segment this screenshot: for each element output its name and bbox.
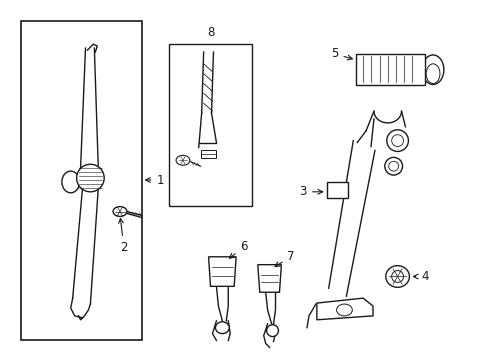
Text: 3: 3: [299, 185, 322, 198]
Bar: [21, 21, 142, 339]
Ellipse shape: [336, 304, 351, 316]
Text: 7: 7: [274, 250, 294, 266]
Bar: [200, 150, 216, 158]
Polygon shape: [316, 298, 372, 320]
Ellipse shape: [266, 325, 278, 337]
Ellipse shape: [391, 271, 403, 282]
Ellipse shape: [421, 55, 443, 85]
Text: 5: 5: [330, 48, 352, 60]
Ellipse shape: [176, 156, 189, 165]
Ellipse shape: [391, 135, 403, 147]
Ellipse shape: [385, 266, 408, 287]
Ellipse shape: [386, 130, 407, 152]
Polygon shape: [257, 265, 281, 292]
Polygon shape: [208, 257, 236, 286]
Ellipse shape: [215, 322, 229, 334]
Text: 1: 1: [145, 174, 163, 186]
Ellipse shape: [113, 207, 126, 216]
Bar: [326, 182, 347, 198]
Text: 6: 6: [229, 240, 247, 258]
Text: 4: 4: [412, 270, 428, 283]
Bar: [169, 44, 251, 206]
Ellipse shape: [388, 161, 398, 171]
Ellipse shape: [425, 64, 439, 84]
Text: 8: 8: [206, 26, 214, 39]
Ellipse shape: [62, 171, 80, 193]
Ellipse shape: [384, 157, 402, 175]
Bar: [356, 54, 424, 85]
Ellipse shape: [77, 164, 104, 192]
Text: 2: 2: [119, 219, 127, 254]
